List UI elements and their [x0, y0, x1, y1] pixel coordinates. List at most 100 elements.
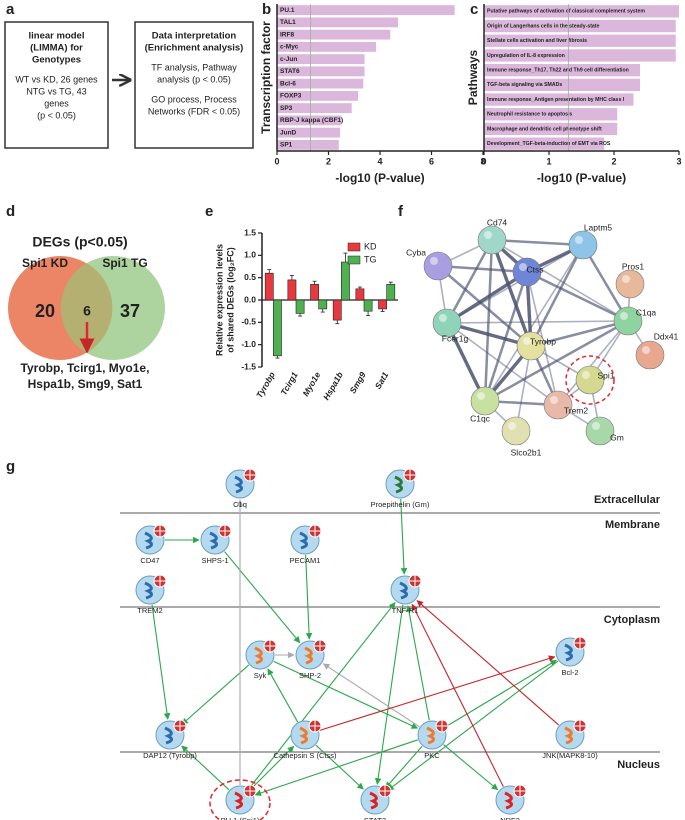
node-icon: [399, 581, 408, 600]
x-tick-label: 0: [274, 156, 279, 166]
x-tick-label: 6: [429, 156, 434, 166]
category-label: IRF8: [280, 31, 294, 38]
node-badge-mark: [309, 525, 321, 537]
node-label: Tyrobp: [530, 336, 556, 346]
node-shine: [484, 231, 492, 239]
node-icon: [299, 726, 308, 745]
node-shine: [477, 392, 485, 400]
category-label: PU.1: [280, 7, 295, 14]
node-badge-mark: [409, 575, 421, 587]
network-edge: [515, 345, 532, 432]
bar: [341, 261, 350, 301]
bar: [277, 115, 342, 126]
y-tick-label: -0.5: [241, 317, 256, 327]
venn-count: 37: [120, 301, 140, 321]
box-title: (LIMMA) for: [30, 43, 83, 54]
pathway-node-label: JNK(MAPK8-10): [542, 751, 598, 760]
panel-label: g: [6, 458, 15, 475]
network-edge: [491, 238, 584, 247]
bar: [273, 299, 282, 357]
compartment-label: Cytoplasm: [604, 614, 660, 626]
compartment-label: Extracellular: [594, 494, 661, 506]
node-label: Ctss: [527, 264, 544, 274]
node-shine: [523, 337, 531, 345]
category-label: STAT6: [280, 68, 300, 75]
category-label: Origin of Langerhans cells in the steady…: [487, 23, 600, 29]
shared-genes: Hspa1b, Smg9, Sat1: [28, 377, 143, 391]
panel-label: a: [6, 1, 15, 18]
network-edge: [484, 244, 584, 402]
bar: [277, 78, 364, 89]
venn-title: DEGs (p<0.05): [32, 234, 127, 250]
node-shine: [582, 371, 590, 379]
venn-left-label: Spi1 KD: [22, 256, 68, 270]
bar: [277, 66, 365, 77]
network-edge: [483, 271, 529, 402]
pathway-node-label: C1q: [233, 500, 247, 509]
venn-right-label: Spi1 TG: [102, 256, 147, 270]
compartment-label: Membrane: [605, 519, 660, 531]
bar: [310, 284, 319, 301]
pathway-edge: [374, 604, 404, 785]
category-label: RBP-J kappa (CBF1): [280, 117, 343, 124]
x-tick-label: Smg9: [347, 370, 367, 395]
category-label: TAL1: [280, 19, 296, 26]
shared-genes: Tyrobp, Tcirg1, Myo1e,: [21, 361, 150, 375]
node-icon: [369, 791, 378, 810]
network-edge: [581, 244, 630, 322]
node-icon: [394, 475, 403, 494]
node-badge-mark: [314, 640, 326, 652]
bar: [484, 108, 618, 121]
highlight-ring: [209, 779, 271, 820]
node-badge-mark: [244, 785, 256, 797]
pathway-edge: [405, 605, 430, 721]
bar: [355, 288, 365, 301]
panel-label: c: [470, 1, 478, 18]
bar: [277, 5, 455, 16]
node-label: Gm: [610, 432, 624, 442]
category-label: Immune response_Antigen presentation by …: [487, 97, 625, 103]
bar: [484, 122, 618, 136]
category-label: Stellate cells activation and liver fibr…: [487, 38, 587, 44]
pathway-edge: [444, 659, 557, 728]
category-label: SP1: [280, 142, 293, 149]
node-label: Ddx41: [654, 331, 679, 341]
bar: [484, 137, 605, 150]
panel-label: f: [398, 203, 404, 220]
category-label: TGF-beta signaling via SMADs: [487, 82, 562, 88]
node-badge-mark: [154, 525, 166, 537]
node-shine: [622, 275, 630, 283]
node-badge-mark: [244, 469, 256, 481]
bar: [277, 103, 352, 114]
node-badge-mark: [309, 720, 321, 732]
pathway-edge: [416, 600, 560, 726]
box-genotypes: [4, 21, 109, 149]
y-tick-label: -1.5: [241, 361, 256, 371]
bar: [484, 5, 679, 18]
pathway-node-label: Cathepsin S (Ctss): [274, 751, 337, 760]
y-axis-label: Relative expression levels: [214, 244, 224, 356]
pathway-node-label: CD47: [140, 556, 159, 565]
pathway-edge: [181, 664, 250, 725]
bar: [277, 127, 341, 138]
panel-label: e: [205, 203, 213, 220]
network-edge: [446, 321, 532, 348]
bar: [277, 41, 377, 52]
pathway-edge: [151, 604, 171, 720]
bar: [318, 299, 328, 310]
node-badge-mark: [264, 640, 276, 652]
node-label: Pros1: [622, 261, 644, 271]
x-tick-label: Hspa1b: [321, 370, 345, 402]
node-badge-mark: [404, 469, 416, 481]
bar: [484, 78, 640, 91]
box-text: TF analysis, Pathway: [151, 62, 237, 72]
x-tick-label: Sat1: [373, 370, 391, 391]
node-icon: [144, 581, 153, 600]
y-axis-label: Pathways: [466, 49, 480, 105]
network-node: [477, 225, 507, 255]
pathway-node-label: TREM2: [137, 606, 162, 615]
bar: [277, 90, 359, 101]
pathway-node-label: PECAM1: [290, 556, 321, 565]
legend-label: KD: [364, 241, 377, 251]
bar: [277, 54, 365, 65]
